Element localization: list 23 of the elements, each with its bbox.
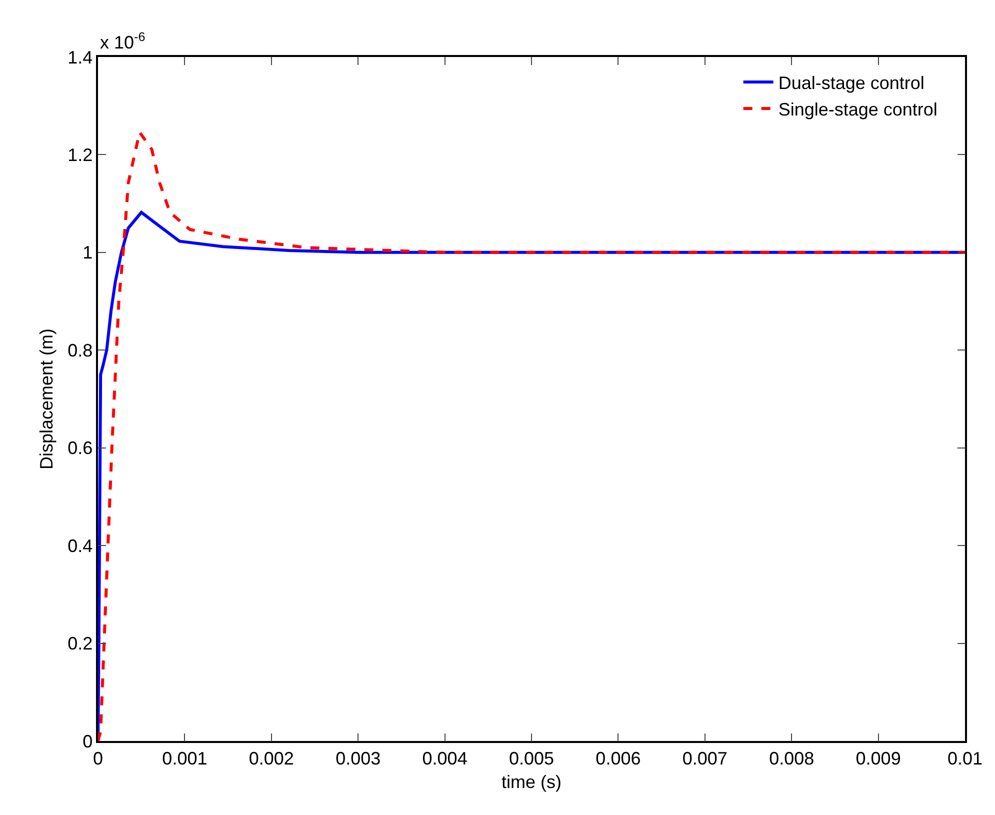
y-tick-label: 0.6	[68, 438, 93, 458]
y-tick-label: 0.4	[68, 536, 93, 556]
text: x 10$^{-6}$	[100, 30, 146, 53]
x-tick-label: 0.007	[682, 748, 728, 768]
legend-label: Single-stage control	[778, 99, 938, 120]
x-tick-label: 0.006	[596, 748, 641, 768]
y-tick-label: 1.4	[68, 47, 93, 68]
x-tick-label: 0.003	[336, 748, 381, 768]
x-tick-label: 0.009	[856, 748, 901, 768]
x-tick-label: 0.001	[162, 748, 208, 768]
x-tick-label: 0.004	[422, 748, 468, 768]
y-tick-label: 0.2	[68, 634, 93, 654]
x-tick-label: 0.002	[248, 748, 294, 768]
legend-label: Dual-stage control	[778, 73, 924, 94]
y-tick-label: 0	[82, 731, 93, 752]
x-tick-label: 0.008	[769, 748, 814, 768]
y-tick-label: 0.8	[68, 340, 93, 360]
x-axis-title: time (s)	[502, 772, 562, 792]
x-tick-label: 0.005	[508, 748, 554, 768]
x-tick-label: 0.01	[947, 748, 983, 768]
y-tick-label: 1.2	[68, 145, 93, 166]
y-axis-title: Displacement (m)	[36, 328, 56, 470]
y-tick-label: 1	[82, 242, 93, 263]
